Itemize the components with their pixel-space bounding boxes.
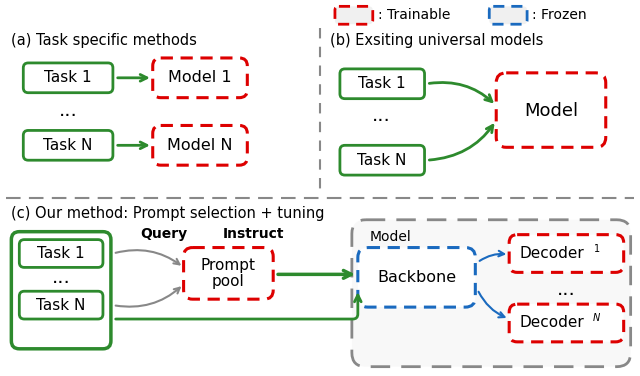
Text: Model: Model [524, 102, 578, 120]
FancyBboxPatch shape [184, 247, 273, 299]
Text: $_N$: $_N$ [592, 310, 602, 324]
FancyBboxPatch shape [352, 220, 630, 367]
FancyBboxPatch shape [340, 145, 424, 175]
Text: (c) Our method: Prompt selection + tuning: (c) Our method: Prompt selection + tunin… [12, 206, 325, 221]
FancyBboxPatch shape [496, 73, 605, 147]
FancyBboxPatch shape [509, 304, 623, 342]
Text: Model 1: Model 1 [168, 70, 231, 85]
FancyBboxPatch shape [335, 6, 372, 24]
Text: Task 1: Task 1 [44, 70, 92, 85]
Text: : Trainable: : Trainable [378, 8, 450, 22]
Text: Decoder: Decoder [520, 315, 584, 331]
Text: : Frozen: : Frozen [532, 8, 587, 22]
FancyBboxPatch shape [509, 235, 623, 272]
Text: Instruct: Instruct [223, 227, 284, 241]
Text: ...: ... [52, 268, 70, 287]
FancyBboxPatch shape [153, 126, 247, 165]
Text: (b) Exsiting universal models: (b) Exsiting universal models [330, 33, 543, 48]
Text: Prompt: Prompt [201, 258, 256, 273]
FancyBboxPatch shape [153, 58, 247, 98]
FancyBboxPatch shape [489, 6, 527, 24]
FancyBboxPatch shape [23, 130, 113, 160]
Text: Model N: Model N [167, 138, 232, 153]
Text: ...: ... [372, 106, 391, 125]
FancyBboxPatch shape [19, 291, 103, 319]
FancyBboxPatch shape [19, 240, 103, 267]
Text: Model: Model [370, 230, 412, 244]
FancyBboxPatch shape [12, 232, 111, 349]
Text: Task 1: Task 1 [358, 76, 406, 91]
FancyBboxPatch shape [358, 247, 476, 307]
Text: (a) Task specific methods: (a) Task specific methods [12, 33, 197, 48]
FancyBboxPatch shape [23, 63, 113, 93]
Text: $_1$: $_1$ [593, 241, 600, 255]
Text: Query: Query [140, 227, 188, 241]
Text: Task 1: Task 1 [37, 246, 85, 261]
Text: ...: ... [59, 101, 77, 120]
Text: Decoder: Decoder [520, 246, 584, 261]
FancyBboxPatch shape [340, 69, 424, 99]
Text: Task N: Task N [36, 298, 86, 312]
Text: Task N: Task N [44, 138, 93, 153]
Text: ...: ... [557, 280, 575, 299]
Text: pool: pool [212, 274, 244, 289]
Text: Backbone: Backbone [377, 270, 456, 285]
Text: Task N: Task N [357, 153, 406, 168]
